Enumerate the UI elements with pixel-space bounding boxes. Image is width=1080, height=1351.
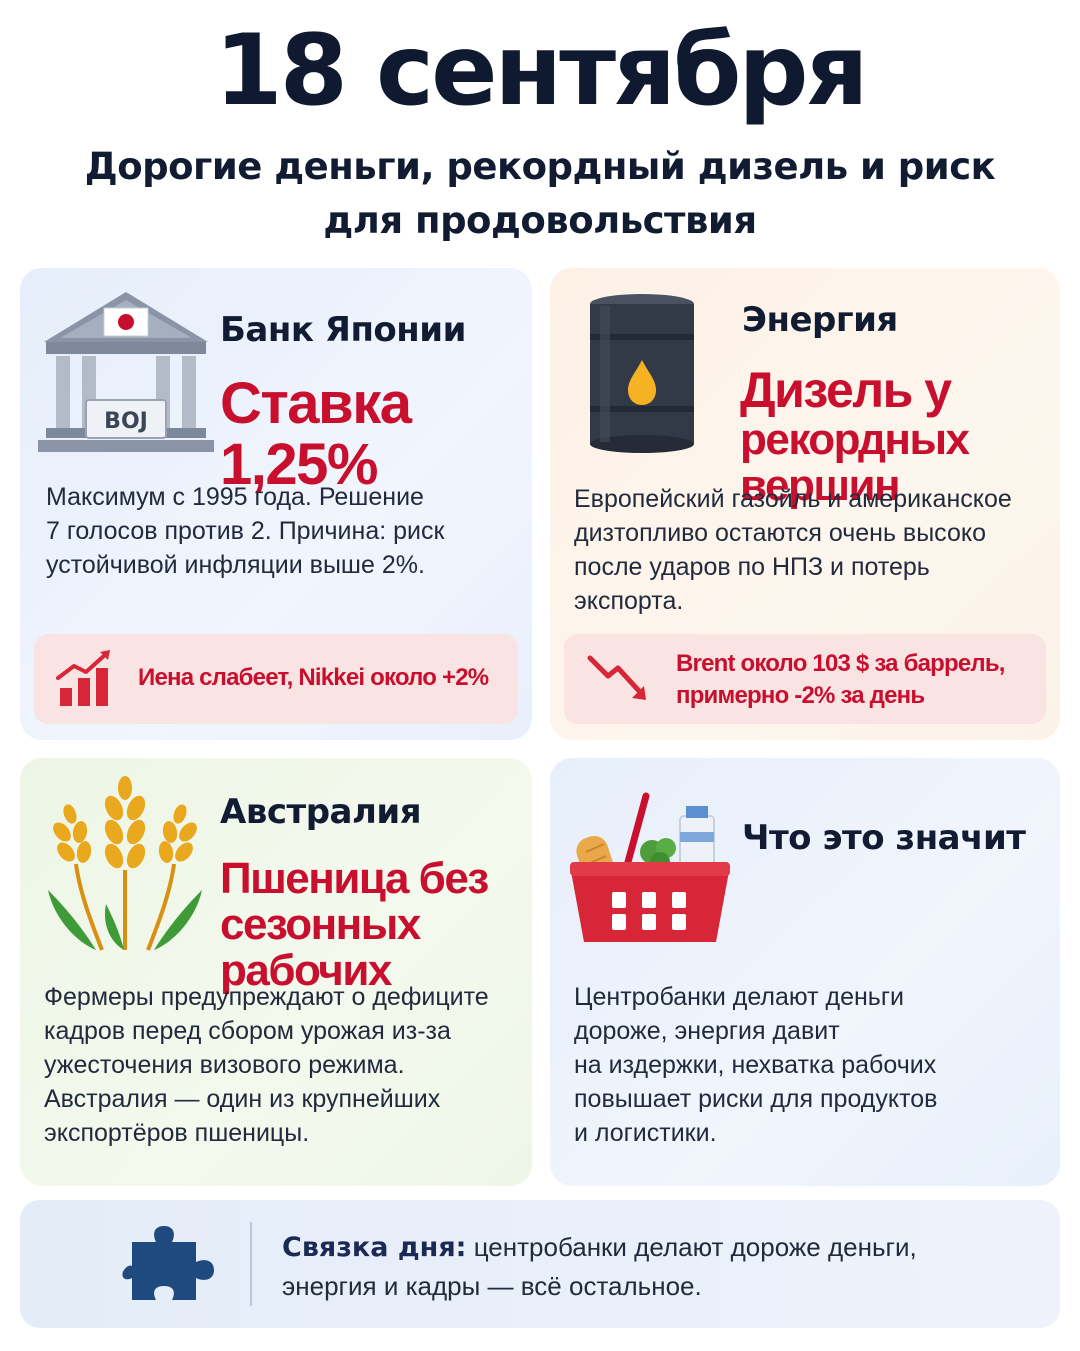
energy-body-line: Европейский газойль и американское [574, 485, 1012, 513]
oil-barrel-icon [590, 294, 694, 453]
rising-chart-icon [56, 650, 110, 706]
australia-highlight: Пшеница без сезонных рабочих [220, 854, 532, 996]
energy-note-text: Brent около 103 $ за баррель, примерно -… [676, 648, 1005, 712]
card-what-it-means: Что это значит Центробанки делают деньги… [550, 758, 1060, 1186]
bottom-label: Связка дня: [282, 1232, 467, 1263]
wheat-icon [48, 776, 202, 951]
energy-highlight-line-1: Дизель у [740, 362, 952, 418]
meaning-body-line: и логистики. [574, 1119, 717, 1147]
card-australia: Австралия Пшеница без сезонных рабочих Ф… [20, 758, 532, 1186]
australia-body-line: кадров перед сбором урожая из-за [44, 1017, 451, 1045]
australia-highlight-line-1: Пшеница без [220, 854, 489, 903]
meaning-body-line: на издержки, нехватка рабочих [574, 1051, 937, 1079]
bank-building-icon: BOJ [38, 292, 214, 452]
australia-body: Фермеры предупреждают о дефиците кадров … [44, 980, 524, 1150]
australia-body-line: экспортёров пшеницы. [44, 1119, 310, 1147]
energy-note-line-2: примерно -2% за день [676, 682, 925, 709]
energy-heading: Энергия [742, 300, 898, 340]
boj-body-line: устойчивой инфляции выше 2%. [46, 551, 425, 579]
australia-highlight-line-2: сезонных рабочих [220, 900, 421, 996]
subtitle-line-1: Дорогие деньги, рекордный дизель и риск [84, 145, 996, 188]
bottom-summary-bar: Связка дня: центробанки делают дороже де… [20, 1200, 1060, 1328]
boj-rate-highlight: Ставка 1,25% [220, 371, 412, 497]
energy-highlight-line-2: рекордных вершин [740, 414, 970, 510]
boj-note-box: Иена слабеет, Nikkei около +2% [34, 634, 518, 724]
boj-body-line: Максимум с 1995 года. Решение [46, 483, 424, 511]
boj-heading: Банк Японии [220, 310, 466, 350]
boj-body: Максимум с 1995 года. Решение 7 голосов … [46, 480, 516, 582]
bottom-text-line-2: энергия и кадры — всё остальное. [282, 1271, 702, 1301]
bottom-summary-text: Связка дня: центробанки делают дороже де… [282, 1228, 1042, 1305]
page-subtitle: Дорогие деньги, рекордный дизель и риск … [40, 140, 1040, 248]
meaning-body: Центробанки делают деньги дороже, энерги… [574, 980, 1044, 1150]
energy-body-line: после ударов по НПЗ и потерь [574, 553, 930, 581]
boj-body-line: 7 голосов против 2. Причина: риск [46, 517, 445, 545]
boj-note-text: Иена слабеет, Nikkei около +2% [138, 664, 489, 691]
puzzle-piece-icon [122, 1226, 214, 1300]
meaning-body-line: дороже, энергия давит [574, 1017, 840, 1045]
energy-note-line-1: Brent около 103 $ за баррель, [676, 650, 1005, 677]
energy-note-box: Brent около 103 $ за баррель, примерно -… [564, 634, 1046, 724]
australia-body-line: Австралия — один из крупнейших [44, 1085, 441, 1113]
meaning-body-line: Центробанки делают деньги [574, 983, 904, 1011]
energy-body: Европейский газойль и американское дизто… [574, 482, 1054, 618]
energy-highlight: Дизель у рекордных вершин [740, 364, 1060, 509]
meaning-heading: Что это значит [742, 818, 1026, 858]
grocery-basket-icon [570, 792, 730, 942]
meaning-body-line: повышает риски для продуктов [574, 1085, 938, 1113]
card-energy: Энергия Дизель у рекордных вершин Европе… [550, 268, 1060, 740]
bottom-text-line-1: центробанки делают дороже деньги, [466, 1232, 917, 1262]
card-bank-of-japan: BOJ Банк Японии Ставка 1,25% Максимум с … [20, 268, 532, 740]
energy-body-line: экспорта. [574, 587, 684, 615]
australia-body-line: ужесточения визового режима. [44, 1051, 405, 1079]
subtitle-line-2: для продовольствия [323, 199, 757, 242]
boj-sign-text: BOJ [104, 409, 148, 434]
page-title: 18 сентября [214, 14, 869, 128]
australia-heading: Австралия [220, 792, 422, 832]
falling-arrow-icon [587, 655, 646, 700]
bottom-divider [250, 1222, 252, 1306]
australia-body-line: Фермеры предупреждают о дефиците [44, 983, 489, 1011]
energy-body-line: дизтопливо остаются очень высоко [574, 519, 986, 547]
